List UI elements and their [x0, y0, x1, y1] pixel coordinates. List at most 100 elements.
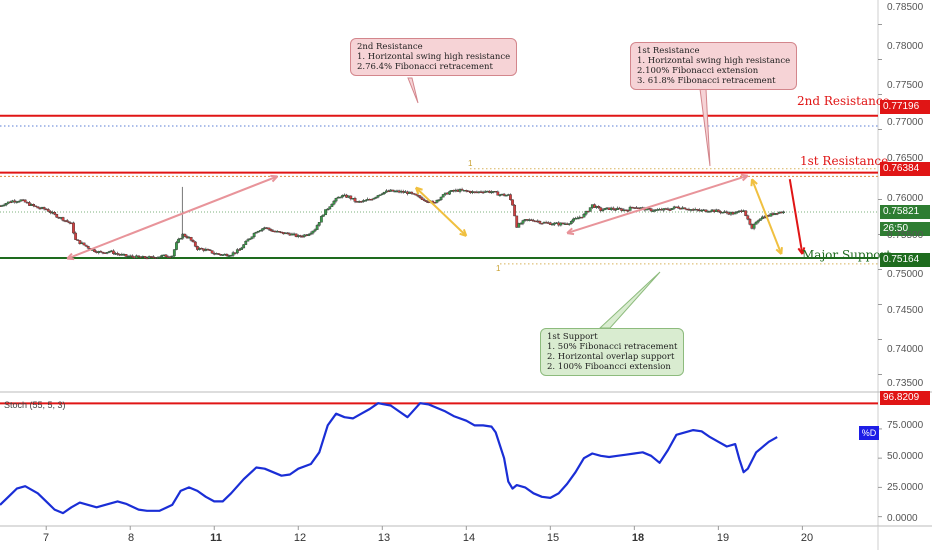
date-label: 8 — [127, 532, 135, 544]
candle-body — [183, 233, 187, 237]
candle-body — [626, 210, 630, 212]
candle-body — [580, 216, 584, 219]
candle-body — [349, 195, 353, 200]
candle-body — [315, 225, 319, 230]
callout-line: 2.100% Fibonacci extension — [637, 66, 759, 76]
candle-body — [143, 256, 147, 259]
candle-body — [78, 240, 82, 244]
candle-body — [380, 193, 384, 195]
candle-body — [319, 216, 323, 223]
candle-body — [137, 255, 141, 257]
candle-body — [191, 240, 195, 243]
candle-body — [611, 207, 615, 210]
candle-body — [189, 236, 193, 241]
candle-body — [744, 210, 748, 216]
candle-body — [130, 255, 134, 258]
candle-body — [649, 208, 653, 212]
candle-body — [511, 199, 514, 206]
candle-body — [735, 211, 739, 213]
candle-body — [378, 194, 382, 196]
price-tag-2nd-resistance: 0.77196 — [880, 100, 930, 114]
candle-body — [588, 207, 592, 212]
candle-body — [334, 198, 338, 202]
candle-body — [725, 211, 729, 214]
candle-body — [328, 206, 332, 210]
callout-line: 3. 61.8% Fibonacci retracement — [637, 76, 776, 86]
candle-body — [353, 198, 357, 202]
candle-body — [36, 206, 40, 209]
candle-body — [599, 207, 603, 211]
candle-body — [313, 229, 317, 232]
callout-2nd-resistance: 2nd Resistance 1. Horizontal swing high … — [350, 38, 518, 76]
candle-body — [164, 254, 168, 257]
stoch-tick: 0.0000 — [887, 513, 918, 524]
candle-body — [256, 230, 260, 233]
candle-body — [196, 246, 199, 250]
candle-body — [76, 239, 80, 241]
candle-body — [437, 199, 441, 201]
stoch-d-line — [0, 402, 778, 515]
countdown-tag: 26:50 — [880, 222, 930, 236]
candle-body — [782, 211, 785, 214]
price-tick: 0.76000 — [887, 193, 924, 204]
level-label-1st-resistance: 1st Resistance — [800, 154, 889, 168]
price-tick: 0.76500 — [887, 153, 924, 164]
candle-body — [311, 230, 315, 234]
indicator-title: Stoch (55, 5, 3) — [4, 400, 66, 410]
candle-body — [441, 194, 445, 198]
candle-body — [530, 219, 533, 221]
candle-body — [158, 256, 162, 258]
candle-body — [748, 218, 752, 225]
candle-body — [61, 217, 65, 221]
candle-body — [208, 249, 212, 251]
candle-body — [359, 201, 363, 203]
candle-body — [23, 199, 27, 203]
callout-line: 2.76.4% Fibonacci retracement — [357, 62, 493, 72]
projection-arrow-head — [797, 247, 806, 255]
candle-body — [515, 215, 519, 228]
level-label-major-support: Major Support — [802, 248, 892, 262]
candle-body — [238, 249, 241, 251]
candle-body — [716, 209, 720, 212]
candle-body — [561, 222, 565, 225]
price-tick: 0.74000 — [887, 344, 924, 355]
callout-title: 2nd Resistance — [357, 42, 423, 52]
price-tag-1st-resistance: 0.76384 — [880, 162, 930, 176]
candle-body — [34, 205, 38, 208]
candle-body — [422, 199, 426, 201]
candle-body — [540, 223, 544, 225]
swing-arrow-head — [66, 252, 75, 261]
candle-body — [317, 222, 321, 226]
candle-body — [519, 223, 523, 225]
fib-marker: 1 — [468, 159, 473, 168]
candle-body — [414, 193, 418, 196]
candle-body — [330, 203, 334, 207]
fib-arrow-head — [750, 178, 758, 187]
candle-body — [193, 241, 197, 247]
price-tick: 0.73500 — [887, 378, 924, 389]
candle-body — [86, 246, 90, 249]
candle-body — [439, 196, 443, 200]
candle-body — [217, 253, 220, 255]
candle-body — [374, 196, 378, 199]
candle-body — [99, 251, 103, 253]
candle-body — [338, 196, 342, 199]
candle-body — [418, 195, 422, 199]
candle-body — [244, 241, 248, 245]
candle-body — [65, 220, 69, 222]
candle-body — [754, 221, 758, 225]
candle-body — [424, 200, 428, 202]
price-tag-major-support: 0.75164 — [880, 253, 930, 267]
date-label: 20 — [800, 532, 814, 544]
candle-body — [72, 222, 75, 234]
candle-body — [509, 194, 512, 200]
price-tick: 0.77000 — [887, 117, 924, 128]
date-label: 12 — [293, 532, 307, 544]
candle-body — [267, 227, 271, 230]
candle-body — [324, 209, 327, 216]
candle-body — [584, 210, 588, 215]
candle-body — [683, 207, 687, 210]
candle-body — [460, 189, 464, 191]
candle-body — [286, 232, 290, 235]
